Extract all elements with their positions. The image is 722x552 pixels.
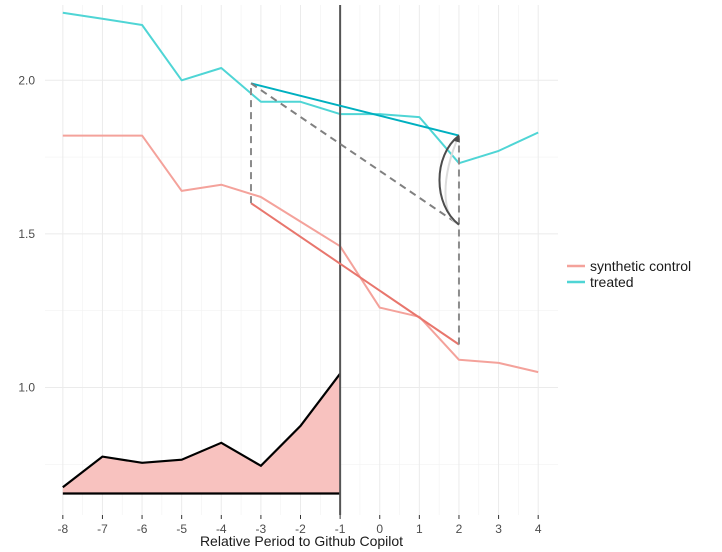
x-tick-label: 3 [495, 522, 502, 536]
trend-line-synthetic-control [250, 202, 460, 346]
x-tick-label: -5 [176, 522, 187, 536]
weights-area-fill [62, 373, 341, 494]
legend-label-treated: treated [590, 274, 634, 290]
x-axis-label: Relative Period to Github Copilot [200, 533, 403, 549]
weights-area [62, 373, 341, 495]
x-tick-label: 2 [456, 522, 463, 536]
x-tick-label: 1 [416, 522, 423, 536]
weights-area-outline [62, 373, 341, 489]
x-tick-label: -8 [57, 522, 68, 536]
annotation-layer [249, 82, 460, 346]
legend-label-synthetic-control: synthetic control [590, 258, 691, 274]
counterfactual-line [250, 82, 460, 226]
x-tick-label: -1 [335, 522, 346, 536]
x-tick-label: -2 [295, 522, 306, 536]
x-tick-label: 4 [535, 522, 542, 536]
y-tick-label: 1.5 [18, 227, 35, 241]
curved-arrow-head [452, 134, 460, 143]
trend-line-treated [250, 82, 460, 137]
series-line-synthetic-control [62, 134, 539, 374]
x-tick-label: 0 [376, 522, 383, 536]
x-tick-label: -7 [97, 522, 108, 536]
x-tick-label: -6 [137, 522, 148, 536]
y-tick-label: 2.0 [18, 73, 35, 87]
axes: -8 -7 -6 -5 -4 -3 -2 -1 0 1 2 3 4 1.0 1.5 2.0 [18, 73, 542, 536]
y-tick-label: 1.0 [18, 381, 35, 395]
x-tick-label: -4 [216, 522, 227, 536]
curved-arrow [438, 134, 460, 226]
x-tick-label: -3 [256, 522, 267, 536]
